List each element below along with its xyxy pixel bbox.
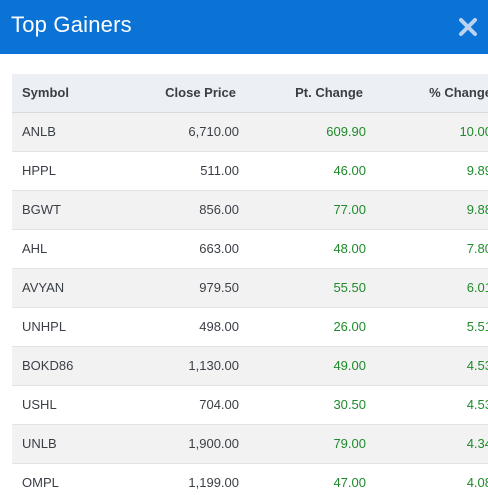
modal-title: Top Gainers <box>11 12 132 37</box>
cell-close-price: 856.00 <box>122 190 239 230</box>
cell-pct-change: 9.89 <box>366 151 488 191</box>
gainers-table-container: Symbol Close Price Pt. Change % Change A… <box>12 74 488 495</box>
header-symbol[interactable]: Symbol <box>12 74 122 113</box>
cell-pct-change: 4.08 <box>366 463 488 495</box>
cell-close-price: 704.00 <box>122 385 239 425</box>
cell-pct-change: 9.88 <box>366 190 488 230</box>
cell-pt-change: 79.00 <box>239 424 366 464</box>
cell-pt-change: 49.00 <box>239 346 366 386</box>
table-header: Symbol Close Price Pt. Change % Change <box>12 74 488 113</box>
cell-close-price: 1,130.00 <box>122 346 239 386</box>
cell-close-price: 511.00 <box>122 151 239 191</box>
cell-close-price: 663.00 <box>122 229 239 269</box>
cell-symbol: BGWT <box>12 190 122 230</box>
close-icon[interactable] <box>456 15 480 39</box>
cell-symbol: UNHPL <box>12 307 122 347</box>
cell-pct-change: 4.34 <box>366 424 488 464</box>
cell-pt-change: 30.50 <box>239 385 366 425</box>
cell-pct-change: 7.80 <box>366 229 488 269</box>
gainers-table: Symbol Close Price Pt. Change % Change A… <box>12 74 488 495</box>
cell-symbol: USHL <box>12 385 122 425</box>
cell-close-price: 1,199.00 <box>122 463 239 495</box>
cell-close-price: 498.00 <box>122 307 239 347</box>
cell-symbol: AHL <box>12 229 122 269</box>
cell-symbol: HPPL <box>12 151 122 191</box>
cell-close-price: 6,710.00 <box>122 112 239 152</box>
cell-close-price: 1,900.00 <box>122 424 239 464</box>
cell-pt-change: 48.00 <box>239 229 366 269</box>
cell-pt-change: 47.00 <box>239 463 366 495</box>
cell-pct-change: 6.01 <box>366 268 488 308</box>
cell-symbol: UNLB <box>12 424 122 464</box>
header-close-price[interactable]: Close Price <box>122 74 239 113</box>
cell-symbol: ANLB <box>12 112 122 152</box>
header-pt-change[interactable]: Pt. Change <box>239 74 366 113</box>
cell-pt-change: 46.00 <box>239 151 366 191</box>
cell-pct-change: 5.51 <box>366 307 488 347</box>
cell-symbol: OMPL <box>12 463 122 495</box>
cell-symbol: AVYAN <box>12 268 122 308</box>
modal-header: Top Gainers <box>0 0 488 54</box>
cell-symbol: BOKD86 <box>12 346 122 386</box>
header-pct-change[interactable]: % Change <box>366 74 488 113</box>
table-body: ANLB6,710.00609.9010.00HPPL511.0046.009.… <box>12 112 488 495</box>
cell-pt-change: 609.90 <box>239 112 366 152</box>
cell-pt-change: 55.50 <box>239 268 366 308</box>
header-row: Symbol Close Price Pt. Change % Change <box>12 74 488 113</box>
cell-pct-change: 4.53 <box>366 385 488 425</box>
cell-pt-change: 26.00 <box>239 307 366 347</box>
cell-close-price: 979.50 <box>122 268 239 308</box>
cell-pct-change: 4.53 <box>366 346 488 386</box>
cell-pt-change: 77.00 <box>239 190 366 230</box>
cell-pct-change: 10.00 <box>366 112 488 152</box>
